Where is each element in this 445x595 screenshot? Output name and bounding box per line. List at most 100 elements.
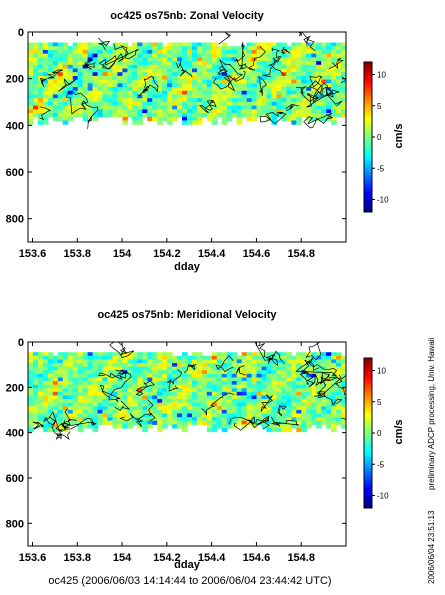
velocity-cell <box>172 395 178 400</box>
velocity-cell <box>201 49 208 55</box>
velocity-cell <box>142 424 148 429</box>
velocity-cell <box>137 413 143 418</box>
velocity-cell <box>336 42 342 47</box>
zonal-x-axis: 153.6 153.8 154 154.2 154.4 154.6 154.8 <box>19 32 315 260</box>
velocity-cell <box>152 395 158 400</box>
velocity-cell <box>77 61 84 66</box>
velocity-cell <box>321 420 327 425</box>
velocity-cell <box>216 395 223 400</box>
velocity-cell <box>137 105 143 110</box>
velocity-cell <box>177 424 183 429</box>
velocity-cell <box>97 90 104 96</box>
velocity-cell <box>336 72 342 77</box>
velocity-cell <box>251 42 258 47</box>
velocity-cell <box>206 391 213 397</box>
velocity-cell <box>251 366 258 371</box>
velocity-cell <box>162 424 168 429</box>
x-tick-label: 153.8 <box>64 552 92 564</box>
velocity-cell <box>331 61 337 66</box>
velocity-cell <box>301 413 307 418</box>
velocity-cell <box>28 120 34 125</box>
velocity-cell <box>47 366 54 371</box>
velocity-cell <box>296 402 302 407</box>
velocity-cell <box>341 384 346 389</box>
velocity-cell <box>47 384 54 389</box>
velocity-cell <box>82 384 89 389</box>
velocity-cell <box>177 83 183 88</box>
velocity-cell <box>271 355 278 361</box>
velocity-cell <box>196 68 203 73</box>
velocity-cell <box>182 75 188 81</box>
velocity-cell <box>182 113 188 118</box>
velocity-cell <box>132 352 138 357</box>
colorbar-segment <box>364 194 372 198</box>
velocity-cell <box>52 101 59 107</box>
velocity-cell <box>201 53 208 58</box>
velocity-cell <box>167 49 173 55</box>
velocity-cell <box>246 366 253 371</box>
velocity-cell <box>226 72 233 77</box>
velocity-cell <box>117 409 124 415</box>
velocity-cell <box>216 420 223 425</box>
velocity-cell <box>37 355 44 361</box>
velocity-cell <box>226 61 233 66</box>
velocity-cell <box>301 417 307 422</box>
velocity-cell <box>246 370 253 375</box>
velocity-cell <box>152 381 158 386</box>
velocity-cell <box>311 75 317 81</box>
velocity-cell <box>147 105 153 110</box>
velocity-cell <box>72 355 79 361</box>
velocity-cell <box>256 57 263 62</box>
velocity-cell <box>286 94 292 99</box>
velocity-cell <box>102 355 109 361</box>
velocity-cell <box>162 391 168 397</box>
velocity-cell <box>157 409 163 415</box>
colorbar-segment <box>364 82 372 85</box>
velocity-cell <box>336 355 342 361</box>
velocity-cell <box>102 413 109 418</box>
velocity-cell <box>236 406 243 411</box>
velocity-cell <box>152 75 158 81</box>
velocity-cell <box>57 101 64 107</box>
colorbar-segment <box>364 425 372 429</box>
velocity-cell <box>172 83 178 88</box>
velocity-cell <box>127 399 133 404</box>
velocity-cell <box>331 105 337 110</box>
velocity-cell <box>321 352 327 357</box>
velocity-cell <box>112 417 119 422</box>
contour-line <box>321 86 341 98</box>
velocity-cell <box>67 79 74 84</box>
velocity-cell <box>216 413 223 418</box>
velocity-cell <box>137 113 143 118</box>
colorbar-segment <box>364 380 372 384</box>
velocity-cell <box>221 87 228 92</box>
velocity-cell <box>251 61 258 66</box>
velocity-cell <box>28 366 34 371</box>
velocity-cell <box>246 391 253 397</box>
velocity-cell <box>206 417 213 422</box>
velocity-cell <box>107 388 114 393</box>
velocity-cell <box>341 53 346 58</box>
velocity-cell <box>37 68 44 73</box>
velocity-cell <box>132 87 138 92</box>
velocity-cell <box>316 64 322 70</box>
velocity-cell <box>326 413 332 418</box>
velocity-cell <box>112 68 119 73</box>
velocity-cell <box>331 68 337 73</box>
velocity-cell <box>326 72 332 77</box>
velocity-cell <box>306 46 312 51</box>
velocity-cell <box>77 391 84 397</box>
velocity-cell <box>251 420 258 425</box>
velocity-cell <box>137 402 143 407</box>
velocity-cell <box>271 64 278 70</box>
velocity-cell <box>196 359 203 364</box>
velocity-cell <box>117 68 124 73</box>
velocity-cell <box>336 388 342 393</box>
velocity-cell <box>152 352 158 357</box>
velocity-cell <box>122 359 128 364</box>
velocity-cell <box>336 399 342 404</box>
velocity-cell <box>137 363 143 368</box>
velocity-cell <box>172 402 178 407</box>
velocity-cell <box>216 53 223 58</box>
velocity-cell <box>321 377 327 382</box>
